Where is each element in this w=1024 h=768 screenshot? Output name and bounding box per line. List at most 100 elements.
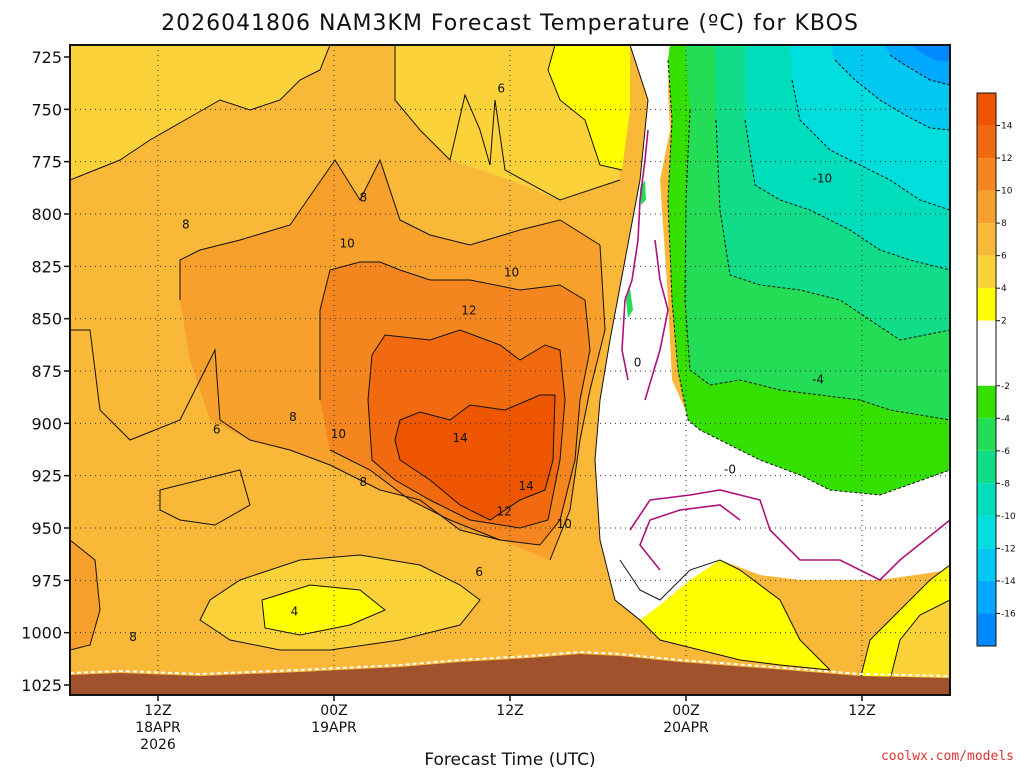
contour-label-13: -0 — [724, 462, 736, 476]
contour-label-14: 8 — [360, 475, 368, 489]
y-tick-label-750: 750 — [31, 100, 62, 119]
y-axis: 725 750 775 800 825 850 875 900 925 950 975 1000 102… — [21, 48, 70, 695]
color-bar: 14 12 10 8 6 4 2 -2 -4 -6 -8 -10 -12 -14 -16 — [976, 92, 1016, 647]
contour-label-3: 10 — [340, 236, 355, 250]
colorbar-tick-label-8: -4 — [1001, 414, 1010, 424]
colorbar-tick-label-14: -16 — [1001, 609, 1016, 619]
y-tick-label-775: 775 — [31, 153, 62, 172]
colorbar-frame — [976, 92, 997, 647]
zero-isotherm-bottom — [629, 489, 950, 581]
y-tick-label-975: 975 — [31, 571, 62, 590]
contour-label-19: 4 — [291, 605, 299, 619]
colorbar-band-5 — [977, 255, 996, 289]
contour-label-7: 0 — [634, 356, 642, 370]
colorbar-band-10 — [977, 450, 996, 484]
y-tick-label-850: 850 — [31, 310, 62, 329]
colorbar-tick-label-3: 8 — [1001, 219, 1007, 229]
contour-label-12: 14 — [452, 431, 467, 445]
y-tick-label-800: 800 — [31, 205, 62, 224]
fill-band-8-10-left — [70, 540, 100, 650]
x-tick-label-0: 12Z — [144, 703, 171, 719]
zero-isotherm-lower — [644, 239, 669, 401]
zero-isotherm — [621, 129, 950, 581]
contour-line-minus2 — [667, 59, 950, 496]
colorbar-band-2 — [977, 158, 996, 191]
temperature-fill-layer — [70, 45, 950, 695]
contour-line-2-right — [859, 564, 950, 681]
contour-line-minus10 — [791, 79, 950, 211]
colorbar-band-4 — [977, 223, 996, 256]
contour-line-2-front-steep — [594, 45, 649, 541]
colorbar-band-15 — [977, 613, 996, 646]
x-tick-label-1: 00Z — [320, 703, 347, 719]
colorbar-tick-label-5: 4 — [1001, 284, 1007, 294]
contour-line-2-mid — [619, 559, 831, 671]
fill-band-4-6-right — [890, 600, 950, 680]
credit-text: coolwx.com/models — [881, 749, 1014, 764]
contour-label-11: 10 — [331, 427, 346, 441]
y-tick-label-725: 725 — [31, 48, 62, 67]
fill-band-6-8-left-lower — [160, 470, 250, 525]
contour-label-20: 8 — [129, 630, 137, 644]
contour-label-8: -4 — [812, 372, 824, 386]
contour-line-2-lower — [261, 584, 386, 636]
colorbar-band-9 — [977, 418, 996, 451]
colorbar-band-11 — [977, 483, 996, 516]
fill-band-2-4-upper — [548, 45, 630, 170]
y-tick-label-950: 950 — [31, 519, 62, 538]
colorbar-tick-label-13: -14 — [1001, 577, 1016, 587]
colorbar-tick-label-4: 6 — [1001, 252, 1007, 262]
colorbar-band-12 — [977, 515, 996, 549]
contour-line-minus6 — [715, 119, 950, 341]
contour-line-8 — [179, 158, 601, 300]
contour-label-5: 10 — [504, 266, 519, 280]
contour-line-6 — [70, 45, 331, 181]
zero-isotherm-upper — [621, 129, 649, 381]
y-tick-label-900: 900 — [31, 414, 62, 433]
y-tick-label-825: 825 — [31, 257, 62, 276]
colorbar-band-8 — [977, 385, 996, 419]
contour-label-16: 12 — [496, 504, 511, 518]
x-tick-year-0: 2026 — [140, 737, 176, 753]
contour-label-1: 8 — [360, 190, 368, 204]
contour-line-8-left — [70, 329, 501, 541]
contour-line-4-lower — [199, 554, 481, 651]
contour-label-9: 8 — [289, 410, 297, 424]
y-tick-label-925: 925 — [31, 467, 62, 486]
contour-label-10: 6 — [213, 423, 221, 437]
x-tick-date-1: 19APR — [311, 720, 357, 736]
y-tick-label-1000: 1000 — [21, 624, 62, 643]
contour-line-8-lower — [549, 244, 606, 561]
contour-labels: 6 8 8 10 -10 10 12 0 -4 8 6 10 14 -0 8 14 12 10 6 4 8 — [129, 81, 832, 643]
colorbar-tick-label-1: 12 — [1001, 154, 1012, 164]
fill-band-4-6 — [70, 45, 330, 180]
contour-line-12-lower — [329, 449, 541, 546]
contour-line-12 — [367, 329, 566, 529]
colorbar-band-0 — [977, 93, 996, 126]
chart-title: 2026041806 NAM3KM Forecast Temperature (… — [161, 11, 859, 36]
colorbar-tick-label-12: -12 — [1001, 544, 1016, 554]
x-tick-date-0: 18APR — [135, 720, 181, 736]
fill-band-14-16 — [395, 395, 555, 520]
fill-band-minus2-2 — [595, 45, 950, 620]
fill-band-2-4-lower — [262, 585, 385, 635]
colorbar-tick-label-2: 10 — [1001, 187, 1013, 197]
contour-line-4-right — [889, 599, 950, 681]
colorbar-tick-label-9: -6 — [1001, 447, 1010, 457]
contour-line-6-lower — [159, 469, 251, 526]
colorbar-band-13 — [977, 548, 996, 581]
contour-line-14 — [394, 394, 556, 521]
contour-label-2: 8 — [182, 217, 190, 231]
contour-line-6-upper — [394, 45, 621, 201]
contour-line-2-front — [599, 539, 831, 671]
y-tick-label-875: 875 — [31, 362, 62, 381]
fill-band-minus2-minus4-blob2 — [626, 288, 633, 318]
contour-line-8-left-bottom — [70, 539, 101, 651]
x-tick-label-2: 12Z — [496, 703, 523, 719]
colorbar-tick-label-0: 14 — [1001, 122, 1013, 132]
fill-band-minus16-minus18 — [912, 45, 950, 62]
colorbar-tick-label-6: 2 — [1001, 317, 1007, 327]
contour-line-4-upper — [547, 45, 623, 171]
contour-line-minus12 — [834, 59, 950, 131]
